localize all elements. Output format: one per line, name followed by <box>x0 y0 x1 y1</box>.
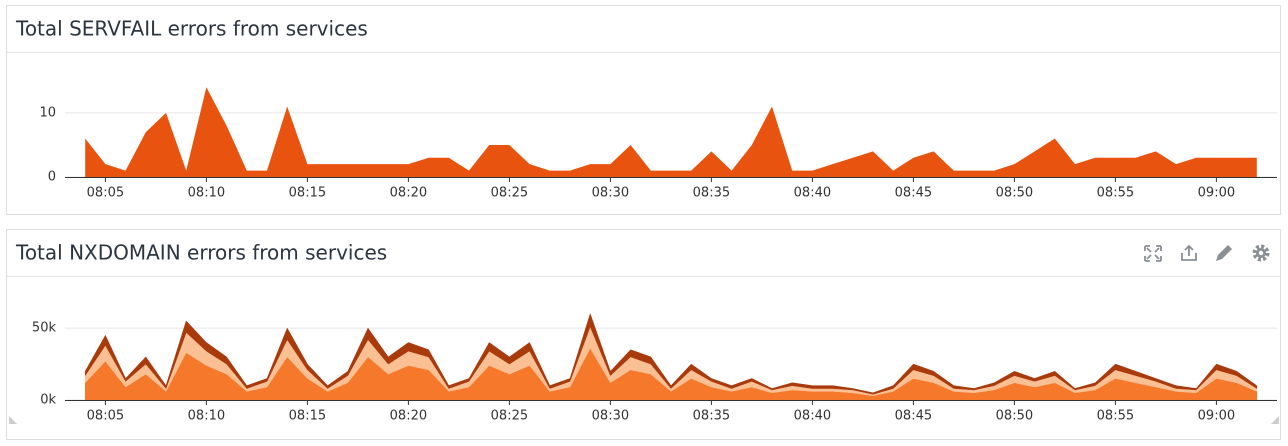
x-tick-label: 08:05 <box>87 186 124 201</box>
edit-icon[interactable] <box>1216 245 1232 261</box>
y-tick-label: 10 <box>39 105 56 120</box>
x-tick-label: 09:00 <box>1198 409 1235 424</box>
panel <box>6 229 1281 440</box>
x-tick-label: 08:15 <box>289 409 326 424</box>
x-tick-label: 08:30 <box>592 186 629 201</box>
x-tick-label: 08:55 <box>1097 186 1134 201</box>
x-tick-label: 08:30 <box>592 409 629 424</box>
x-tick-label: 08:10 <box>188 186 225 201</box>
x-tick-label: 08:35 <box>693 186 730 201</box>
area <box>85 87 1257 177</box>
x-tick-label: 09:00 <box>1198 186 1235 201</box>
y-tick-label: 0k <box>40 393 56 408</box>
expand-icon[interactable] <box>1144 245 1162 262</box>
x-tick-label: 08:45 <box>895 186 932 201</box>
x-tick-label: 08:55 <box>1097 409 1134 424</box>
stacked-area <box>84 312 1258 395</box>
x-tick-label: 08:20 <box>390 186 427 201</box>
x-tick-label: 08:50 <box>996 409 1033 424</box>
panel-title: Total NXDOMAIN errors from services <box>15 241 387 265</box>
x-tick-label: 08:15 <box>289 186 326 201</box>
x-tick-label: 08:45 <box>895 409 932 424</box>
x-tick-label: 08:20 <box>390 409 427 424</box>
x-tick-label: 08:05 <box>87 409 124 424</box>
x-tick-label: 08:40 <box>794 186 831 201</box>
y-tick-label: 50k <box>32 321 57 336</box>
share-icon[interactable] <box>1181 244 1197 261</box>
y-tick-label: 0 <box>48 170 56 185</box>
x-tick-label: 08:10 <box>188 409 225 424</box>
panel-title: Total SERVFAIL errors from services <box>15 17 368 41</box>
x-tick-label: 08:25 <box>491 409 528 424</box>
panel <box>6 5 1281 215</box>
resize-handle[interactable] <box>1271 416 1279 424</box>
x-tick-label: 08:50 <box>996 186 1033 201</box>
x-tick-label: 08:25 <box>491 186 528 201</box>
x-tick-label: 08:35 <box>693 409 730 424</box>
x-tick-label: 08:40 <box>794 409 831 424</box>
settings-icon[interactable] <box>1252 244 1270 262</box>
resize-handle[interactable] <box>9 416 17 424</box>
